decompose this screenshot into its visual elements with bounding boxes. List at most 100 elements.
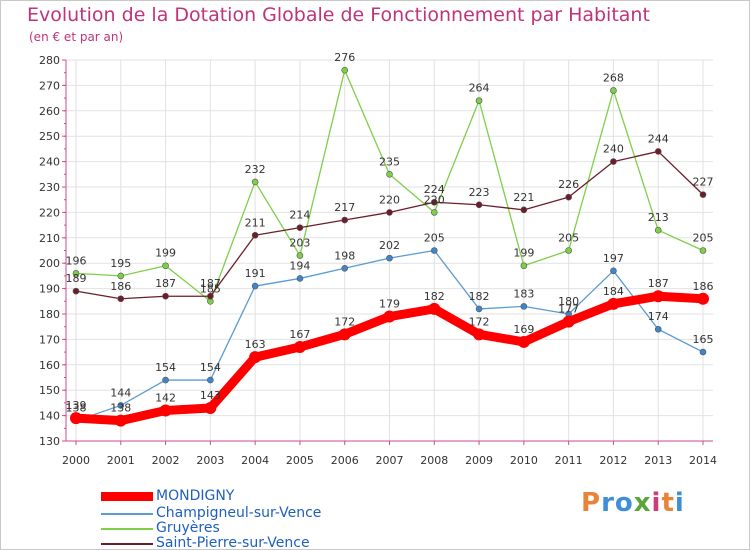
x-tick-label: 2008 [420, 454, 448, 467]
data-label-champigneul-sur-vence: 205 [424, 232, 445, 245]
data-label-champigneul-sur-vence: 180 [558, 295, 579, 308]
brand-letter: i [674, 488, 685, 518]
data-point-gruy-res [251, 178, 259, 186]
data-point-champigneul-sur-vence [207, 376, 214, 384]
data-point-gruy-res [72, 270, 80, 277]
brand-letter: r [601, 488, 615, 518]
data-point-saint-pierre-sur-vence [296, 224, 304, 231]
data-point-saint-pierre-sur-vence [610, 158, 617, 165]
data-label-champigneul-sur-vence: 144 [110, 386, 131, 399]
y-tick-label: 180 [39, 308, 60, 321]
data-label-gruy-res: 199 [155, 247, 176, 260]
data-point-mondigny [70, 412, 82, 425]
data-label-mondigny: 169 [513, 323, 534, 336]
data-point-gruy-res [162, 262, 169, 270]
data-point-gruy-res [654, 226, 662, 234]
data-point-mondigny [517, 335, 530, 348]
data-label-saint-pierre-sur-vence: 189 [66, 272, 87, 285]
data-label-mondigny: 177 [558, 303, 579, 316]
data-label-mondigny: 172 [469, 315, 490, 328]
x-tick-label: 2004 [241, 454, 269, 467]
x-tick-label: 2009 [465, 454, 493, 467]
data-point-saint-pierre-sur-vence [520, 206, 528, 214]
data-label-mondigny: 179 [379, 298, 400, 311]
data-point-gruy-res [430, 209, 438, 216]
data-label-gruy-res: 264 [469, 82, 490, 95]
data-point-champigneul-sur-vence [520, 303, 528, 310]
y-tick-label: 150 [39, 384, 60, 397]
data-point-saint-pierre-sur-vence [475, 201, 483, 209]
data-point-champigneul-sur-vence [117, 402, 125, 409]
data-point-champigneul-sur-vence [162, 376, 169, 384]
data-label-gruy-res: 276 [334, 51, 355, 64]
data-label-champigneul-sur-vence: 197 [603, 252, 624, 265]
legend-label-mondigny: MONDIGNY [156, 488, 235, 504]
brand-logo: Proxiti [581, 488, 685, 518]
data-point-mondigny [607, 297, 620, 310]
chart-subtitle: (en € et par an) [29, 30, 124, 44]
data-point-mondigny [383, 310, 396, 323]
data-point-champigneul-sur-vence [341, 264, 349, 272]
data-label-champigneul-sur-vence: 154 [155, 361, 176, 374]
y-tick-label: 240 [39, 156, 60, 169]
data-point-saint-pierre-sur-vence [654, 148, 662, 155]
data-label-mondigny: 163 [245, 338, 266, 351]
x-tick-label: 2006 [331, 454, 359, 467]
y-tick-label: 200 [39, 257, 60, 270]
data-label-gruy-res: 235 [379, 155, 400, 168]
data-label-gruy-res: 213 [648, 211, 669, 224]
data-label-saint-pierre-sur-vence: 227 [693, 176, 714, 189]
data-point-gruy-res [475, 97, 483, 104]
data-label-gruy-res: 220 [424, 193, 445, 206]
y-tick-label: 260 [39, 105, 60, 118]
legend-swatch-gruyeres [101, 528, 153, 530]
data-point-champigneul-sur-vence [610, 267, 617, 275]
data-point-gruy-res [565, 247, 572, 254]
data-point-champigneul-sur-vence [475, 305, 483, 313]
y-tick-label: 230 [39, 181, 60, 194]
data-label-champigneul-sur-vence: 194 [289, 259, 310, 272]
data-label-mondigny: 167 [289, 328, 310, 341]
y-tick-label: 160 [39, 359, 60, 372]
data-label-saint-pierre-sur-vence: 240 [603, 143, 624, 156]
data-label-champigneul-sur-vence: 198 [334, 249, 355, 262]
x-tick-label: 2001 [107, 454, 135, 467]
data-label-mondigny: 138 [110, 402, 131, 415]
legend-swatch-champigneul [101, 513, 153, 515]
data-label-saint-pierre-sur-vence: 244 [648, 132, 669, 145]
data-label-saint-pierre-sur-vence: 187 [155, 277, 176, 290]
y-tick-label: 210 [39, 232, 60, 245]
data-point-saint-pierre-sur-vence [117, 295, 125, 303]
data-label-mondigny: 172 [334, 315, 355, 328]
data-label-mondigny: 187 [648, 277, 669, 290]
data-label-champigneul-sur-vence: 183 [513, 287, 534, 300]
x-tick-label: 2010 [510, 454, 538, 467]
data-label-saint-pierre-sur-vence: 186 [110, 280, 131, 293]
y-tick-label: 130 [39, 435, 60, 448]
data-label-gruy-res: 203 [289, 237, 310, 250]
data-point-champigneul-sur-vence [386, 254, 393, 262]
data-point-saint-pierre-sur-vence [162, 292, 169, 300]
data-label-champigneul-sur-vence: 191 [245, 267, 266, 280]
data-label-saint-pierre-sur-vence: 211 [245, 216, 266, 229]
brand-letter: x [633, 488, 652, 518]
data-point-gruy-res [386, 171, 393, 178]
brand-letter: i [651, 488, 662, 518]
data-point-saint-pierre-sur-vence [386, 209, 393, 216]
data-label-gruy-res: 205 [693, 232, 714, 245]
data-point-champigneul-sur-vence [430, 247, 438, 254]
data-point-saint-pierre-sur-vence [251, 231, 259, 239]
data-point-mondigny [204, 401, 217, 414]
data-label-saint-pierre-sur-vence: 217 [334, 201, 355, 214]
data-label-gruy-res: 232 [245, 163, 266, 176]
data-label-saint-pierre-sur-vence: 221 [513, 191, 534, 204]
data-label-saint-pierre-sur-vence: 187 [200, 277, 221, 290]
chart-title: Evolution de la Dotation Globale de Fonc… [27, 4, 650, 26]
data-point-saint-pierre-sur-vence [341, 216, 349, 224]
data-point-mondigny [338, 328, 351, 341]
data-point-gruy-res [341, 66, 349, 74]
data-label-champigneul-sur-vence: 182 [469, 290, 490, 303]
brand-letter: o [614, 488, 634, 518]
